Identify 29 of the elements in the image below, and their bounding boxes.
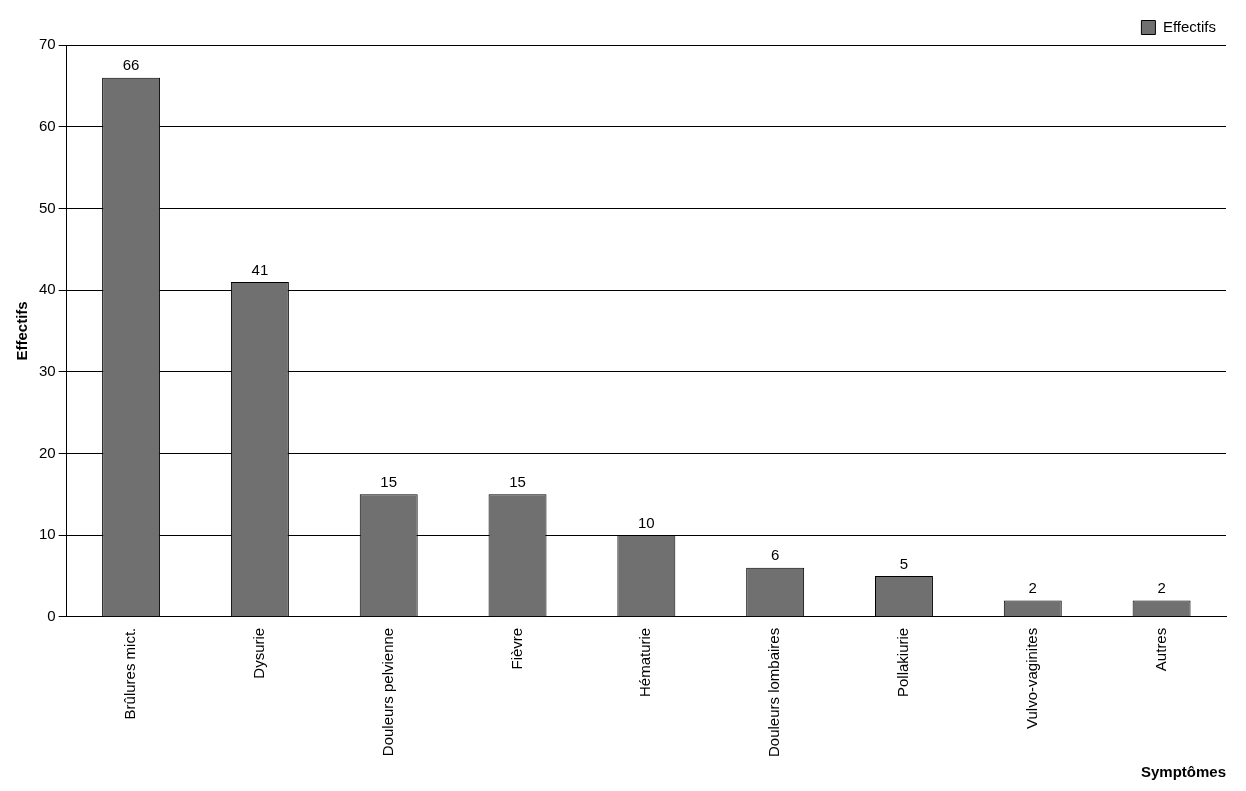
data-label: 15 — [380, 472, 398, 490]
legend-label: Effectifs — [1162, 17, 1217, 35]
x-tick-label: Douleurs pelvienne — [378, 627, 396, 757]
y-tick-label: 10 — [39, 525, 56, 543]
data-label: 66 — [122, 56, 140, 74]
x-tick-label: Brûlures mict. — [121, 627, 139, 720]
y-tick-label: 30 — [39, 361, 56, 379]
data-label: 2 — [1157, 579, 1166, 597]
y-tick-label: 40 — [39, 280, 56, 298]
y-tick-label: 20 — [39, 443, 56, 461]
y-axis-title: Effectifs — [13, 301, 31, 361]
data-label: 10 — [638, 513, 655, 531]
y-tick-label: 70 — [39, 35, 56, 53]
data-label: 6 — [770, 546, 780, 564]
y-tick-label: 0 — [47, 606, 56, 624]
x-tick-label: Douleurs lombaires — [765, 627, 783, 758]
data-label: 2 — [1028, 579, 1037, 597]
y-tick-label: 50 — [39, 198, 56, 216]
y-tick-label: 60 — [39, 116, 56, 134]
x-tick-label: Vulvo-vaginites — [1022, 627, 1040, 729]
x-tick-label: Pollakiurie — [894, 627, 912, 697]
x-axis-title: Symptômes — [1140, 763, 1226, 781]
data-label: 15 — [509, 472, 526, 490]
x-tick-label: Dysurie — [250, 627, 268, 679]
x-tick-label: Hématurie — [636, 627, 654, 697]
data-label: 5 — [899, 554, 909, 572]
x-tick-label: Autres — [1151, 627, 1169, 672]
data-label: 41 — [251, 260, 269, 278]
x-tick-label: Fièvre — [507, 627, 525, 670]
